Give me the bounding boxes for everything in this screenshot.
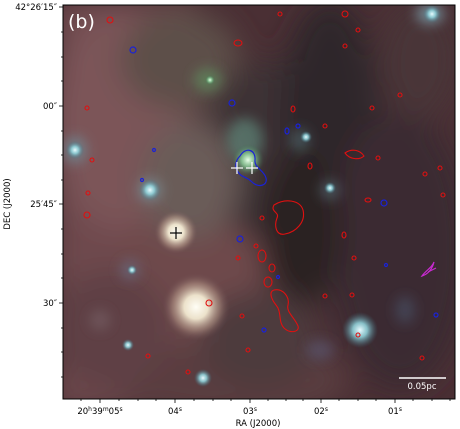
plot-frame bbox=[62, 4, 456, 400]
y-tick-label-2: 25′45″ bbox=[30, 200, 57, 210]
nebula-background bbox=[63, 5, 455, 399]
y-tick-label-1: 00″ bbox=[43, 102, 57, 112]
red-contours bbox=[83, 10, 446, 375]
y-axis-label: DEC (J2000) bbox=[3, 178, 13, 229]
white-cross-marker-left bbox=[231, 162, 243, 174]
image-panel bbox=[63, 5, 455, 399]
x-tick-label-1: 04s bbox=[168, 406, 182, 417]
magenta-contour bbox=[420, 261, 437, 278]
x-axis-label: RA (J2000) bbox=[236, 419, 281, 429]
black-cross-marker bbox=[170, 227, 182, 239]
panel-label: (b) bbox=[68, 11, 95, 33]
x-tick-label-0: 20h39m05s bbox=[77, 406, 122, 417]
scale-bar: 0.05pc bbox=[399, 377, 446, 392]
x-tick-label-2: 03s bbox=[243, 406, 257, 417]
y-tick-label-0: 42°26′15″ bbox=[15, 3, 57, 13]
white-cross-marker-right bbox=[246, 162, 258, 174]
x-axis: 20h39m05s 04s 03s 02s 01s RA (J2000) bbox=[77, 399, 451, 429]
y-axis: 42°26′15″ 00″ 25′45″ 30″ DEC (J2000) bbox=[3, 3, 63, 378]
y-tick-label-3: 30″ bbox=[43, 299, 57, 309]
x-tick-label-3: 02s bbox=[314, 406, 328, 417]
x-tick-label-4: 01s bbox=[388, 406, 402, 417]
source-markers bbox=[170, 162, 258, 239]
scale-bar-label: 0.05pc bbox=[408, 382, 437, 392]
